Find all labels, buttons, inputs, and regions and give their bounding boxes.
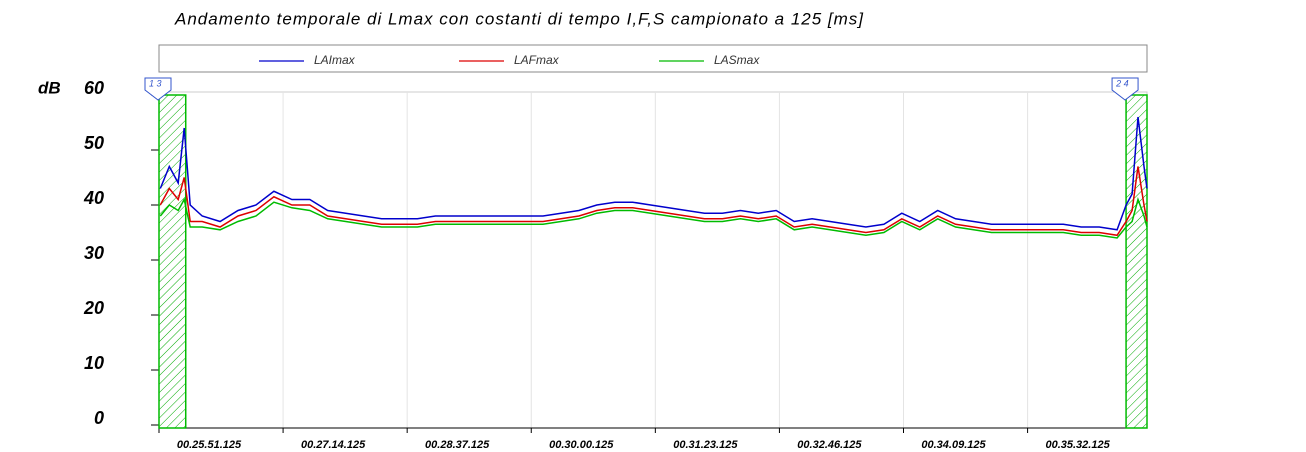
x-tick-label: 00.25.51.125: [177, 439, 242, 451]
legend-box: [158, 44, 1148, 73]
x-tick-label: 00.32.46.125: [797, 439, 862, 451]
y-tick-label: 50: [84, 133, 104, 153]
x-tick-label: 00.31.23.125: [673, 439, 738, 451]
legend-label: LASmax: [714, 53, 760, 67]
marker-flag: [1111, 77, 1139, 101]
legend-label: LAImax: [314, 53, 356, 67]
x-tick-label: 00.28.37.125: [425, 439, 490, 451]
y-tick-label: 20: [83, 298, 104, 318]
series-line: [159, 166, 1148, 237]
x-tick-label: 00.27.14.125: [301, 439, 366, 451]
y-tick-label: 10: [84, 353, 104, 373]
marker-label: 1 3: [149, 78, 162, 88]
x-tick-label: 00.34.09.125: [921, 439, 986, 451]
marker-flag: [144, 77, 172, 101]
x-tick-label: 00.35.32.125: [1045, 439, 1110, 451]
y-tick-label: 60: [84, 78, 104, 98]
plot-frame: [158, 91, 1148, 429]
y-tick-label: 30: [84, 243, 104, 263]
hatched-region: [1125, 94, 1148, 429]
y-axis-label: dB: [38, 78, 61, 97]
chart-title: Andamento temporale di Lmax con costanti…: [174, 9, 864, 28]
series-line: [159, 197, 1148, 239]
marker-label: 2 4: [1115, 78, 1129, 88]
y-tick-label: 40: [83, 188, 104, 208]
x-tick-label: 00.30.00.125: [549, 439, 614, 451]
legend-label: LAFmax: [514, 53, 560, 67]
series-line: [159, 116, 1148, 231]
y-tick-label: 0: [94, 408, 104, 428]
